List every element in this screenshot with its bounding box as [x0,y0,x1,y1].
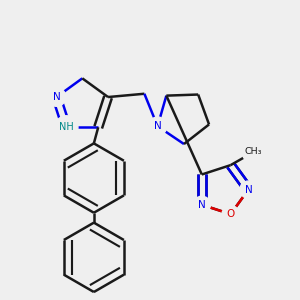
Text: N: N [154,121,161,131]
Text: NH: NH [59,122,74,132]
Text: CH₃: CH₃ [245,147,262,156]
Circle shape [55,116,78,139]
Text: N: N [53,92,60,102]
Text: N: N [244,184,252,195]
Circle shape [222,206,239,223]
Circle shape [242,140,265,164]
Circle shape [47,88,66,106]
Text: O: O [226,209,235,219]
Circle shape [193,196,210,213]
Circle shape [240,181,257,198]
Text: N: N [198,200,206,210]
Circle shape [148,117,167,136]
